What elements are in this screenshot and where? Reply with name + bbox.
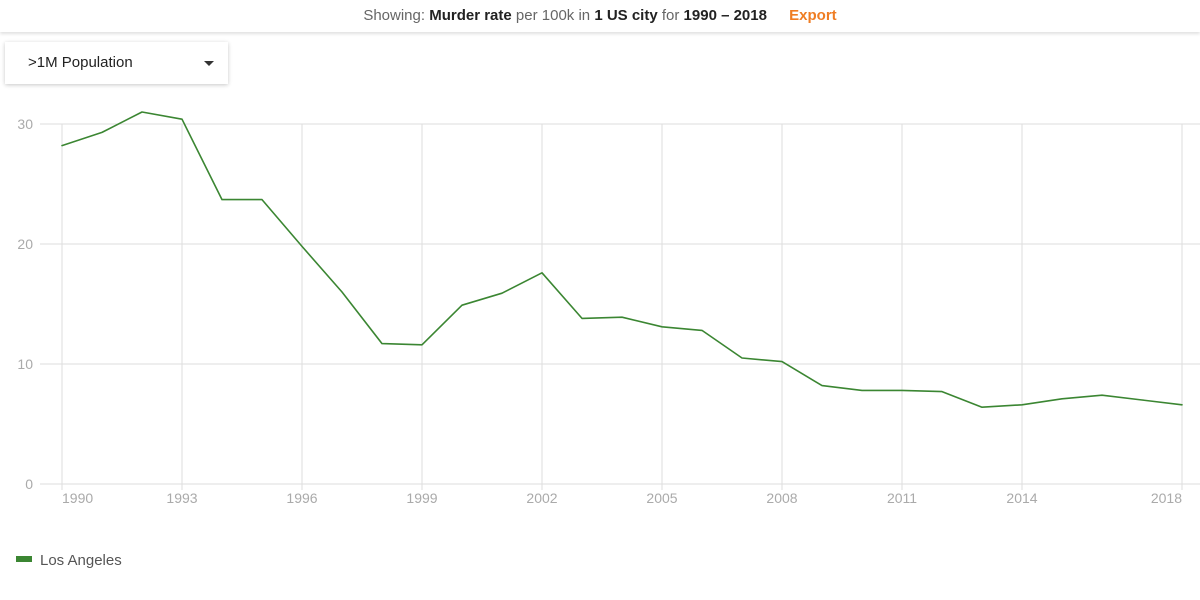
x-tick-label-2018: 2018 <box>1151 490 1182 506</box>
x-tick-label-1996: 1996 <box>286 490 317 506</box>
showing-label: Showing: <box>363 7 426 24</box>
chart-legend: Los Angeles <box>16 550 122 572</box>
y-tick-label-10: 10 <box>17 356 33 372</box>
export-button[interactable]: Export <box>789 7 837 24</box>
metric-name: Murder rate <box>429 7 512 24</box>
x-tick-label-2008: 2008 <box>766 490 797 506</box>
year-range: 1990 – 2018 <box>683 7 767 24</box>
x-tick-label-2002: 2002 <box>526 490 557 506</box>
y-tick-label-20: 20 <box>17 236 33 252</box>
series-line-los-angeles <box>61 111 1183 409</box>
legend-label-los-angeles: Los Angeles <box>40 552 122 569</box>
legend-swatch-los-angeles <box>16 556 32 563</box>
x-tick-label-2005: 2005 <box>646 490 677 506</box>
y-tick-label-0: 0 <box>25 476 33 492</box>
x-tick-label-2011: 2011 <box>887 490 917 506</box>
population-filter-dropdown[interactable]: >1M Population <box>5 42 228 84</box>
chart-grid <box>40 123 1200 490</box>
x-tick-label-1993: 1993 <box>166 490 197 506</box>
for-label: for <box>661 7 680 24</box>
chart-ticks: 0 10 20 30 1990 1993 1996 1999 2002 2005 2008 2011 2… <box>17 116 1182 506</box>
chart-series <box>61 111 1183 409</box>
chevron-down-icon <box>204 61 214 66</box>
city-count: 1 US city <box>594 7 658 24</box>
x-tick-label-2014: 2014 <box>1006 490 1037 506</box>
y-tick-label-30: 30 <box>17 116 33 132</box>
query-summary-bar: Showing: Murder rate per 100k in 1 US ci… <box>0 0 1200 32</box>
per-label: per 100k in <box>515 7 591 24</box>
population-filter-value: >1M Population <box>28 54 133 71</box>
x-tick-label-1999: 1999 <box>406 490 437 506</box>
x-tick-label-1990: 1990 <box>62 490 93 506</box>
